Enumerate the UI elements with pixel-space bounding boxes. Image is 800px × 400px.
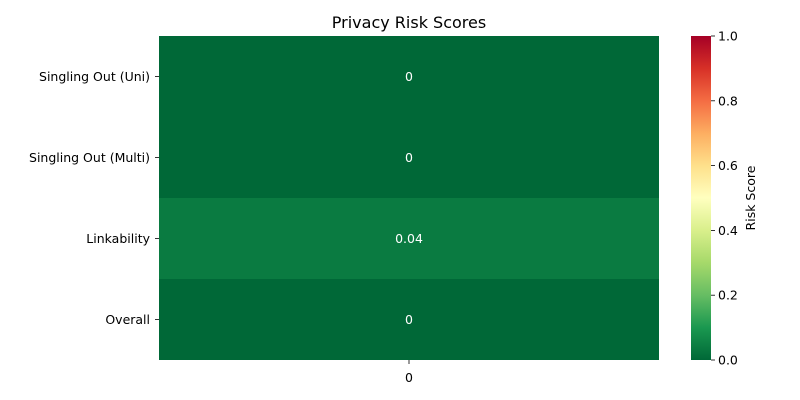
cell-value-label: 0.04 <box>395 231 423 246</box>
colorbar-ticks: 0.0 0.2 0.4 0.6 0.8 1.0 <box>711 29 738 368</box>
heatmap-cell <box>159 36 659 117</box>
row-label: Singling Out (Multi) <box>29 150 150 165</box>
row-label: Singling Out (Uni) <box>39 69 150 84</box>
colorbar <box>691 36 711 360</box>
chart-title: Privacy Risk Scores <box>332 13 486 32</box>
colorbar-label: Risk Score <box>743 165 758 230</box>
heatmap-cell <box>159 279 659 360</box>
cell-value-label: 0 <box>405 69 413 84</box>
colorbar-tick-label: 0.6 <box>718 158 738 173</box>
cell-value-label: 0 <box>405 150 413 165</box>
colorbar-tick-label: 0.0 <box>718 353 738 368</box>
heatmap-cell <box>159 198 659 279</box>
heatmap-cells <box>159 36 659 360</box>
colorbar-tick-label: 0.4 <box>718 223 738 238</box>
colorbar-tick-label: 1.0 <box>718 29 738 44</box>
row-tick-labels: Singling Out (Uni) Singling Out (Multi) Li… <box>29 69 159 327</box>
heatmap-cell-labels: 0 0 0.04 0 <box>395 69 423 327</box>
colorbar-tick-label: 0.2 <box>718 288 738 303</box>
column-label: 0 <box>405 370 413 385</box>
heatmap-cell <box>159 117 659 198</box>
row-label: Linkability <box>86 231 150 246</box>
column-tick-labels: 0 <box>405 360 413 385</box>
row-label: Overall <box>105 312 150 327</box>
cell-value-label: 0 <box>405 312 413 327</box>
colorbar-tick-label: 0.8 <box>718 93 738 108</box>
